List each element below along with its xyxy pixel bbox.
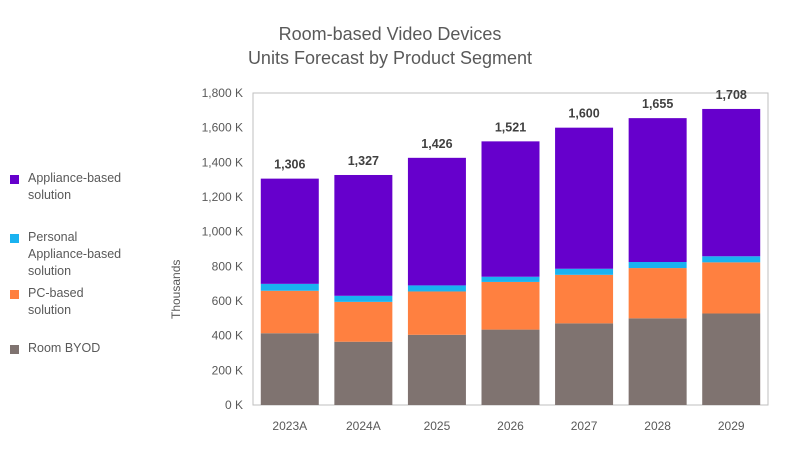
bar-segment [481, 329, 540, 405]
bar-segment [702, 108, 761, 257]
x-tick-label: 2029 [718, 419, 745, 433]
bar-segment [628, 262, 687, 269]
total-label: 1,600 [568, 107, 599, 121]
bar-segment [407, 334, 466, 405]
bar-segment [407, 291, 466, 335]
x-tick-label: 2028 [644, 419, 671, 433]
x-tick-label: 2026 [497, 419, 524, 433]
bar-segment [260, 290, 319, 334]
chart-title-line-2: Units Forecast by Product Segment [247, 48, 533, 68]
legend-swatch-room-byod [10, 345, 19, 354]
bar-segment [334, 295, 393, 302]
y-tick-label: 1,200 K [202, 190, 243, 204]
total-label: 1,521 [495, 120, 526, 134]
bar-segment [260, 333, 319, 405]
y-tick-label: 0 K [225, 398, 243, 412]
y-tick-label: 200 K [212, 363, 243, 377]
total-label: 1,327 [348, 154, 379, 168]
x-tick-label: 2023A [272, 419, 307, 433]
bar-segment [628, 268, 687, 319]
bar-segment [702, 262, 761, 314]
bar-segment [555, 323, 614, 405]
y-tick-label: 1,400 K [202, 155, 243, 169]
total-label: 1,426 [421, 137, 452, 151]
legend-label-room-byod: Room BYOD [28, 341, 101, 355]
bar-segment [334, 174, 393, 296]
bar-segment [555, 274, 614, 324]
bar-segment [260, 283, 319, 291]
total-label: 1,655 [642, 97, 673, 111]
total-label: 1,708 [716, 88, 747, 102]
bar-segment [481, 141, 540, 277]
x-tick-label: 2024A [346, 419, 381, 433]
bar-segment [702, 256, 761, 263]
legend-label-personal-appliance-based: Personal Appliance-based solution [28, 230, 122, 278]
bar-segment [702, 313, 761, 405]
y-tick-label: 1,800 K [202, 86, 243, 100]
bar-segment [628, 318, 687, 405]
y-tick-label: 800 K [212, 259, 243, 273]
legend-swatch-personal-appliance-based [10, 234, 19, 243]
bar-segment [334, 301, 393, 342]
bar-segment [260, 178, 319, 284]
legend-label-pc-based: PC-based solution [28, 286, 84, 317]
legend-swatch-pc-based [10, 290, 19, 299]
bar-segment [407, 285, 466, 292]
bar-segment [555, 127, 614, 269]
legend-label-appliance-based: Appliance-based solution [28, 171, 122, 202]
bar-segment [407, 157, 466, 286]
total-label: 1,306 [274, 158, 305, 172]
bar-segment [628, 118, 687, 262]
chart-title: Room-based Video Devices Units Forecast … [240, 22, 540, 70]
bar-segment [481, 276, 540, 282]
y-tick-label: 1,600 K [202, 121, 243, 135]
legend-swatch-appliance-based [10, 175, 19, 184]
y-tick-label: 400 K [212, 329, 243, 343]
chart-title-line-1: Room-based Video Devices [278, 24, 502, 44]
y-tick-label: 600 K [212, 294, 243, 308]
bar-segment [481, 281, 540, 330]
x-tick-label: 2027 [571, 419, 598, 433]
y-axis-title: Thousands [169, 260, 183, 319]
x-tick-label: 2025 [424, 419, 451, 433]
bar-segment [334, 341, 393, 405]
bar-segment [555, 268, 614, 275]
y-tick-label: 1,000 K [202, 225, 243, 239]
